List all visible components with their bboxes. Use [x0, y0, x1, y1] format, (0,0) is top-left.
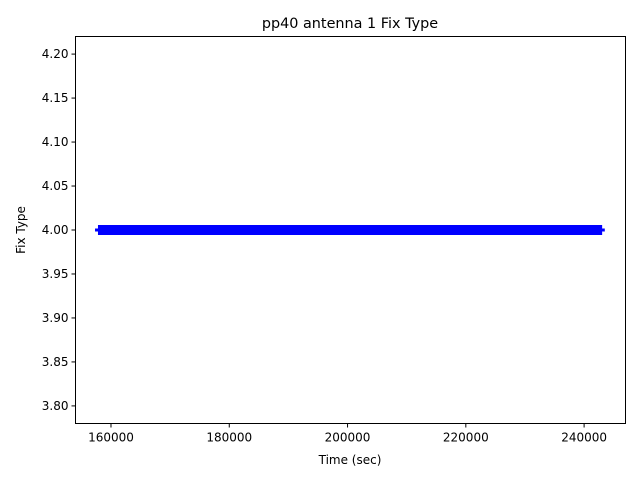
y-tick-label: 4.00	[42, 223, 69, 237]
y-tick-label: 4.05	[42, 179, 69, 193]
x-tick-label: 180000	[206, 431, 252, 445]
y-tick-label: 4.15	[42, 91, 69, 105]
x-tick-label: 240000	[561, 431, 607, 445]
x-tick-label: 200000	[325, 431, 371, 445]
x-tick-label: 160000	[88, 431, 134, 445]
chart-title: pp40 antenna 1 Fix Type	[262, 16, 438, 32]
y-axis-label: Fix Type	[14, 206, 28, 254]
y-tick-label: 3.80	[42, 399, 69, 413]
y-tick-label: 4.10	[42, 135, 69, 149]
y-tick-label: 4.20	[42, 47, 69, 61]
y-tick-label: 3.90	[42, 311, 69, 325]
y-tick-label: 3.85	[42, 355, 69, 369]
plot-frame	[75, 36, 626, 424]
x-tick-label: 220000	[443, 431, 489, 445]
dense-data-points	[97, 225, 603, 235]
x-axis-label: Time (sec)	[318, 453, 382, 467]
y-tick-label: 3.95	[42, 267, 69, 281]
